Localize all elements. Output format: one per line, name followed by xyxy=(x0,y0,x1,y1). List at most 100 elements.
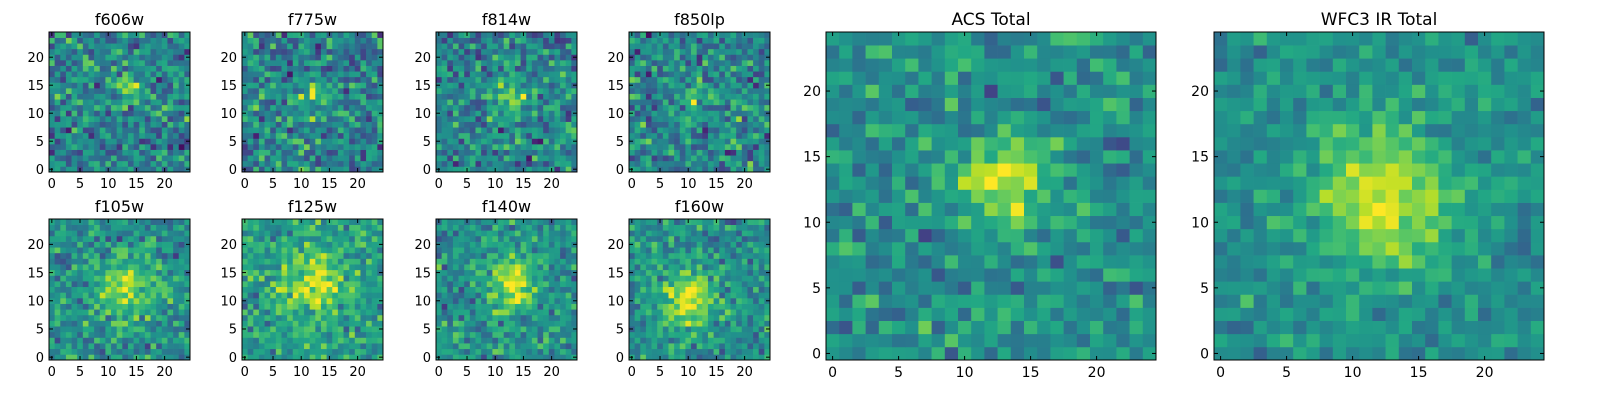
heatmap-cell xyxy=(99,65,106,72)
heatmap-cell xyxy=(366,54,373,61)
heatmap-cell xyxy=(258,269,265,276)
heatmap-cell xyxy=(747,82,754,89)
heatmap-cell xyxy=(520,93,527,100)
heatmap-cell xyxy=(554,160,561,167)
heatmap-cell xyxy=(71,314,78,321)
heatmap-cell xyxy=(531,104,538,111)
heatmap-cell xyxy=(292,54,299,61)
heatmap-cell xyxy=(144,247,151,254)
heatmap-cell xyxy=(77,93,84,100)
heatmap-cell xyxy=(337,348,344,355)
heatmap-cell xyxy=(253,160,260,167)
heatmap-cell xyxy=(702,60,709,66)
heatmap-cell xyxy=(469,82,476,89)
heatmap-cell xyxy=(548,71,555,78)
heatmap-cell xyxy=(520,155,527,162)
heatmap-cell xyxy=(111,149,118,156)
heatmap-cell xyxy=(764,144,771,150)
heatmap-cell xyxy=(127,71,134,78)
heatmap-cell xyxy=(509,314,516,321)
heatmap-cell xyxy=(753,286,760,293)
heatmap-cell xyxy=(54,247,61,254)
heatmap-cell xyxy=(447,258,454,265)
heatmap-cell xyxy=(167,219,174,225)
heatmap-cell xyxy=(441,264,448,271)
heatmap-cell xyxy=(377,309,384,316)
heatmap-cell xyxy=(304,93,311,100)
heatmap-cell xyxy=(315,275,322,282)
heatmap-cell xyxy=(88,337,95,344)
heatmap-cell xyxy=(343,320,350,327)
heatmap-cell xyxy=(99,292,106,299)
heatmap-cell xyxy=(741,292,748,299)
heatmap-cell xyxy=(662,88,669,94)
heatmap-cell xyxy=(320,121,327,128)
heatmap-cell xyxy=(645,275,652,282)
heatmap-cell xyxy=(292,286,299,293)
heatmap-cell xyxy=(651,286,658,293)
heatmap-cell xyxy=(458,82,465,89)
heatmap-cell xyxy=(173,116,180,122)
heatmap-cell xyxy=(139,235,146,242)
heatmap-cell xyxy=(281,43,288,50)
heatmap-cell xyxy=(167,348,174,355)
heatmap-cell xyxy=(691,309,698,316)
heatmap-cell xyxy=(452,166,459,173)
heatmap-cell xyxy=(526,93,533,100)
heatmap-cell xyxy=(730,93,737,100)
heatmap-cell xyxy=(65,269,72,276)
heatmap-cell xyxy=(144,127,151,134)
heatmap-cell xyxy=(498,241,505,248)
heatmap-cell xyxy=(309,82,316,89)
heatmap-cell xyxy=(657,99,664,106)
heatmap-cell xyxy=(668,110,675,117)
heatmap-cell xyxy=(503,275,510,282)
heatmap-cell xyxy=(436,320,442,327)
heatmap-cell xyxy=(565,132,572,139)
heatmap-cell xyxy=(315,149,322,156)
heatmap-cell xyxy=(520,65,527,72)
heatmap-cell xyxy=(657,281,664,288)
heatmap-cell xyxy=(270,292,277,299)
heatmap-cell xyxy=(492,281,499,288)
heatmap-cell xyxy=(441,247,448,254)
heatmap-cell xyxy=(679,155,686,162)
heatmap-cell xyxy=(498,292,505,299)
heatmap-cell xyxy=(178,65,185,72)
heatmap-cell xyxy=(343,331,350,338)
heatmap-cell xyxy=(764,149,771,156)
heatmap-cell xyxy=(82,252,89,259)
heatmap-cell xyxy=(674,132,681,139)
heatmap-cell xyxy=(560,71,567,78)
heatmap-cell xyxy=(54,127,61,134)
heatmap-cell xyxy=(309,110,316,117)
heatmap-cell xyxy=(730,82,737,89)
heatmap-cell xyxy=(77,292,84,299)
heatmap-cell xyxy=(548,241,555,248)
heatmap-cell xyxy=(679,93,686,100)
heatmap-cell xyxy=(304,76,311,83)
heatmap-cell xyxy=(498,132,505,139)
heatmap-cell xyxy=(133,337,140,344)
heatmap-cell xyxy=(537,281,544,288)
heatmap-cell xyxy=(349,275,356,282)
heatmap-cell xyxy=(691,348,698,355)
heatmap-cell xyxy=(741,99,748,106)
heatmap-cell xyxy=(543,297,550,304)
heatmap-cell xyxy=(560,127,567,134)
heatmap-cell xyxy=(111,275,118,282)
heatmap-cell xyxy=(543,275,550,282)
y-tick-label: 5 xyxy=(229,323,237,338)
heatmap-cell xyxy=(526,54,533,61)
heatmap-cell xyxy=(520,127,527,134)
heatmap-cell xyxy=(531,235,538,242)
heatmap-cell xyxy=(105,331,112,338)
heatmap-cell xyxy=(651,88,658,94)
heatmap-cell xyxy=(696,37,703,44)
heatmap-cell xyxy=(492,314,499,321)
heatmap-cell xyxy=(281,76,288,83)
heatmap-cell xyxy=(99,348,106,355)
heatmap-cell xyxy=(111,71,118,78)
x-tick-label: 15 xyxy=(708,177,725,192)
heatmap-cell xyxy=(685,99,692,106)
